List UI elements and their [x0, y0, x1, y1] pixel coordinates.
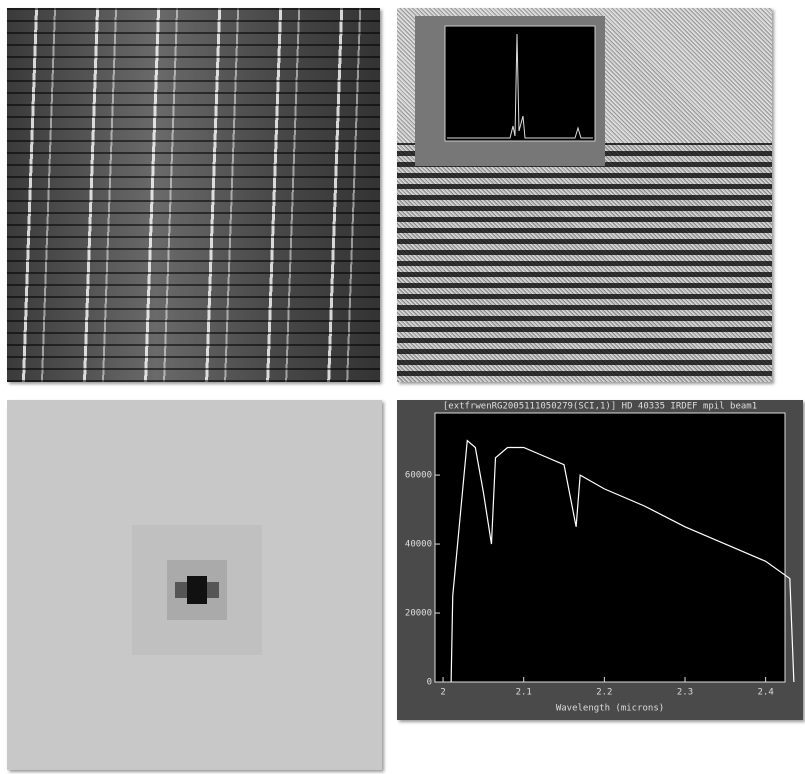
x-tick-label: 2.1	[516, 688, 532, 698]
spectrum-panel: [extfrwenRG2005111050279(SCI,1)] HD 4033…	[397, 400, 803, 720]
y-tick-label: 60000	[405, 471, 432, 481]
chart-title: [extfrwenRG2005111050279(SCI,1)] HD 4033…	[443, 402, 757, 412]
page: [extfrwenRG2005111050279(SCI,1)] HD 4033…	[0, 0, 805, 770]
spectrum-chart: [extfrwenRG2005111050279(SCI,1)] HD 4033…	[397, 400, 803, 720]
y-tick-label: 0	[427, 678, 432, 688]
y-tick-label: 40000	[405, 540, 432, 550]
y-tick-label: 20000	[405, 609, 432, 619]
x-tick-label: 2.2	[596, 688, 612, 698]
x-tick-label: 2	[440, 688, 445, 698]
x-axis-label: Wavelength (microns)	[556, 704, 664, 714]
x-tick-label: 2.3	[677, 688, 693, 698]
psf-core	[187, 576, 207, 604]
spectral-frame-image	[7, 8, 380, 382]
inset-frame	[445, 26, 595, 141]
psf-image	[7, 400, 382, 770]
psf	[7, 400, 382, 770]
x-tick-label: 2.4	[758, 688, 774, 698]
histogram-inset	[415, 16, 605, 166]
flat-frame-image	[397, 8, 772, 382]
